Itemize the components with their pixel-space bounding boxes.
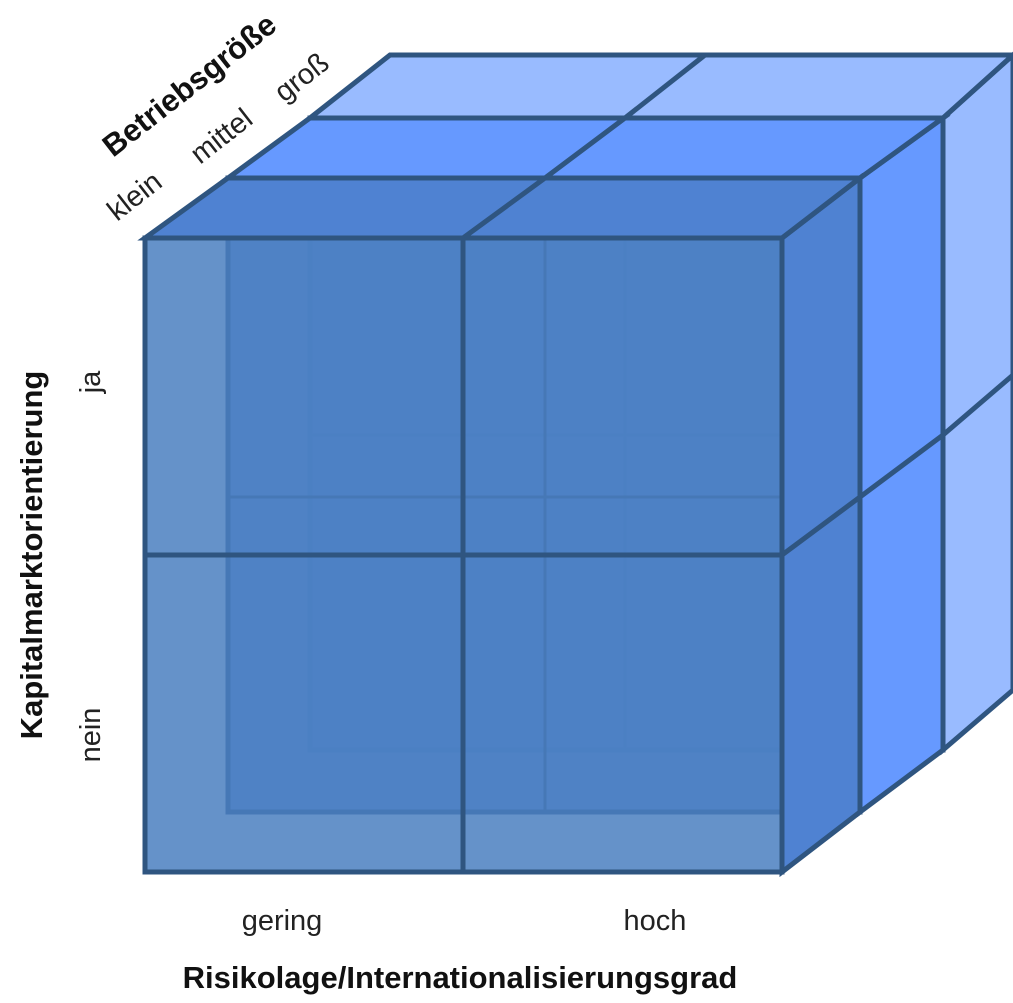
- top-axis-value-gross: groß: [269, 47, 336, 109]
- top-axis-title: Betriebsgröße: [96, 7, 283, 164]
- layer-gross-top-divider: [623, 53, 707, 120]
- layer-gross-right-divider: [941, 373, 1013, 437]
- left-axis-value-nein: nein: [75, 708, 107, 763]
- left-axis-title: Kapitalmarktorientierung: [14, 371, 49, 740]
- bottom-axis-value-gering: gering: [242, 905, 323, 937]
- cube-layer-klein: [137, 172, 868, 878]
- layer-klein-top-divider: [461, 175, 547, 241]
- top-axis-value-klein: klein: [102, 166, 169, 228]
- bottom-axis-title: Risikolage/Internationalisierungsgrad: [183, 960, 738, 995]
- bottom-axis-value-hoch: hoch: [624, 905, 687, 937]
- left-axis-value-ja: ja: [75, 370, 107, 394]
- layer-mittel-top-divider: [543, 116, 627, 180]
- top-axis-value-mittel: mittel: [185, 103, 259, 171]
- layer-mittel-right-divider: [858, 432, 945, 500]
- layer-klein-right-divider: [780, 494, 862, 558]
